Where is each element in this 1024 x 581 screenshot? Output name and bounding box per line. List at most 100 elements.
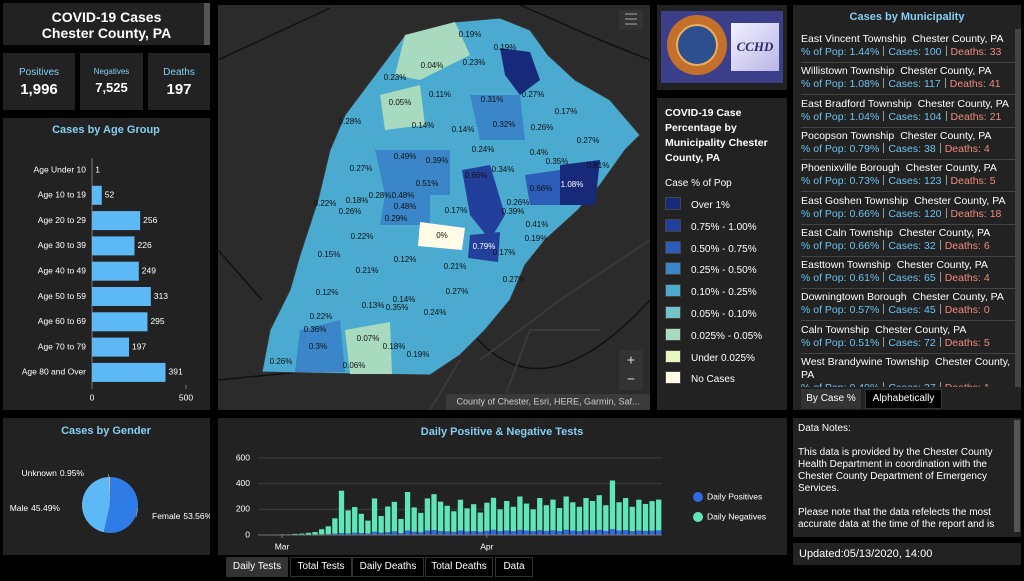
- municipality-name: East Goshen Township: [801, 194, 909, 207]
- cases-value: 38: [924, 142, 936, 155]
- legend-subtitle: Case % of Pop: [665, 178, 732, 189]
- title-line1: COVID-19 Cases: [51, 9, 162, 25]
- legend-label: Over 1%: [691, 200, 730, 211]
- deaths-label: Deaths:: [944, 304, 981, 317]
- item-line: Downingtown Borough Chester County, PA: [801, 291, 1015, 304]
- legend-swatch: [665, 327, 681, 341]
- deaths-value: 21: [989, 110, 1002, 123]
- municipality-name: East Bradford Township: [801, 97, 912, 110]
- item-line: Pocopson Township Chester County, PA: [801, 130, 1015, 143]
- municipality-name: Easttown Township: [801, 259, 891, 272]
- legend-item: 0.25% - 0.50%: [665, 262, 757, 276]
- cases-label: Cases:: [888, 207, 921, 220]
- cases-value: 45: [924, 304, 936, 317]
- seal-inner: [676, 24, 718, 66]
- separator: [883, 272, 885, 283]
- item-line: East Vincent Township Chester County, PA: [801, 33, 1015, 46]
- pop-value: 0.79%: [849, 142, 880, 155]
- municipality-county: Chester County, PA: [875, 323, 967, 336]
- cases-value: 32: [924, 239, 936, 252]
- municipality-county: Chester County, PA: [917, 97, 1009, 110]
- legend-swatch: [665, 306, 681, 319]
- deaths-label: Deaths:: [944, 272, 981, 285]
- cases-label: Cases:: [888, 46, 921, 58]
- separator: [945, 110, 947, 121]
- deaths-value: 0: [983, 304, 990, 317]
- tab[interactable]: By Case %: [801, 389, 861, 409]
- tab[interactable]: Daily Deaths: [352, 557, 424, 577]
- separator: [939, 272, 941, 283]
- municipality-item: East Goshen Township Chester County, PA% …: [801, 195, 1015, 225]
- legend-item: 0.50% - 0.75%: [665, 240, 757, 255]
- logo-text: CCHD: [731, 23, 779, 71]
- pop-value: 0.66%: [849, 239, 880, 252]
- pop-label: % of Pop:: [801, 304, 847, 317]
- pop-label: % of Pop:: [801, 336, 847, 349]
- tab[interactable]: Total Deaths: [425, 557, 493, 577]
- deaths-value: 4: [983, 272, 990, 285]
- deaths-label: Deaths:: [944, 142, 981, 155]
- item-line: East Goshen Township Chester County, PA: [801, 195, 1015, 208]
- tab[interactable]: Total Tests: [290, 557, 352, 577]
- tab[interactable]: Daily Tests: [226, 557, 288, 577]
- deaths-label: Deaths:: [950, 46, 987, 58]
- deaths-label: Deaths:: [950, 207, 987, 220]
- municipality-name: Willistown Township: [801, 65, 895, 78]
- counter: Negatives 7,525: [80, 53, 143, 110]
- municipality-county: Chester County, PA: [801, 356, 1011, 381]
- pop-value: 0.49%: [850, 382, 880, 387]
- seal: [667, 15, 727, 75]
- cases-value: 123: [924, 175, 942, 188]
- counter-label: Deaths: [163, 67, 195, 78]
- separator: [883, 336, 885, 347]
- legend-label: 0.25% - 0.50%: [691, 265, 757, 277]
- deaths-value: 33: [989, 46, 1002, 58]
- municipality-item: Pocopson Township Chester County, PA% of …: [801, 130, 1015, 160]
- counter: Positives 1,996: [3, 53, 75, 110]
- municipality-name: Pocopson Township: [801, 129, 895, 142]
- notes-heading: Data Notes:: [798, 423, 851, 434]
- pop-label: % of Pop:: [801, 78, 847, 91]
- pop-label: % of Pop:: [801, 239, 847, 252]
- item-line: % of Pop:0.49% Cases:37 Deaths:1: [801, 382, 1015, 387]
- legend-swatch: [665, 284, 681, 298]
- item-line: % of Pop: 1.08% Cases: 117 Deaths: 41: [801, 78, 1015, 91]
- deaths-label: Deaths:: [944, 239, 981, 252]
- separator: [883, 175, 885, 186]
- legend-item: 0.10% - 0.25%: [665, 284, 757, 298]
- deaths-label: Deaths:: [949, 78, 986, 91]
- legend-swatch: [665, 197, 681, 210]
- panel-title: Cases by Municipality: [849, 11, 965, 23]
- daily-panel: [218, 418, 787, 555]
- deaths-value: 1: [984, 382, 990, 387]
- pop-label: % of Pop:: [801, 382, 847, 387]
- legend-item: Under 0.025%: [665, 349, 755, 364]
- separator: [883, 78, 885, 89]
- title-line2: Chester County, PA: [41, 25, 172, 41]
- municipality-name: Caln Township: [801, 323, 870, 336]
- tab[interactable]: Alphabetically: [865, 389, 942, 409]
- item-line: % of Pop: 0.57% Cases: 45 Deaths: 0: [801, 304, 1015, 317]
- item-line: % of Pop: 0.66% Cases: 32 Deaths: 6: [801, 239, 1015, 253]
- counter-label: Positives: [18, 67, 59, 78]
- pop-value: 1.04%: [849, 110, 880, 123]
- municipality-item: East Caln Township Chester County, PA% of…: [801, 227, 1015, 257]
- item-line: % of Pop: 0.51% Cases: 72 Deaths: 5: [801, 336, 1015, 350]
- municipality-name: East Caln Township: [801, 226, 894, 239]
- separator: [883, 142, 885, 153]
- pop-value: 0.66%: [849, 207, 880, 220]
- title-panel: COVID-19 Cases Chester County, PA: [3, 3, 210, 45]
- legend-label: 0.10% - 0.25%: [691, 287, 757, 299]
- separator: [939, 142, 941, 153]
- separator: [939, 239, 941, 250]
- tab[interactable]: Data: [495, 557, 533, 577]
- item-line: % of Pop: 1.44% Cases: 100 Deaths: 33: [801, 46, 1015, 59]
- separator: [945, 46, 947, 56]
- cases-label: Cases:: [888, 239, 921, 252]
- legend-label: Under 0.025%: [691, 352, 755, 364]
- item-line: % of Pop: 0.66% Cases: 120 Deaths: 18: [801, 207, 1015, 221]
- municipality-county: Chester County, PA: [900, 65, 992, 78]
- municipality-panel: Cases by Municipality East Vincent Towns…: [793, 5, 1021, 410]
- legend-panel: COVID-19 Case Percentage by Municipality…: [657, 98, 787, 410]
